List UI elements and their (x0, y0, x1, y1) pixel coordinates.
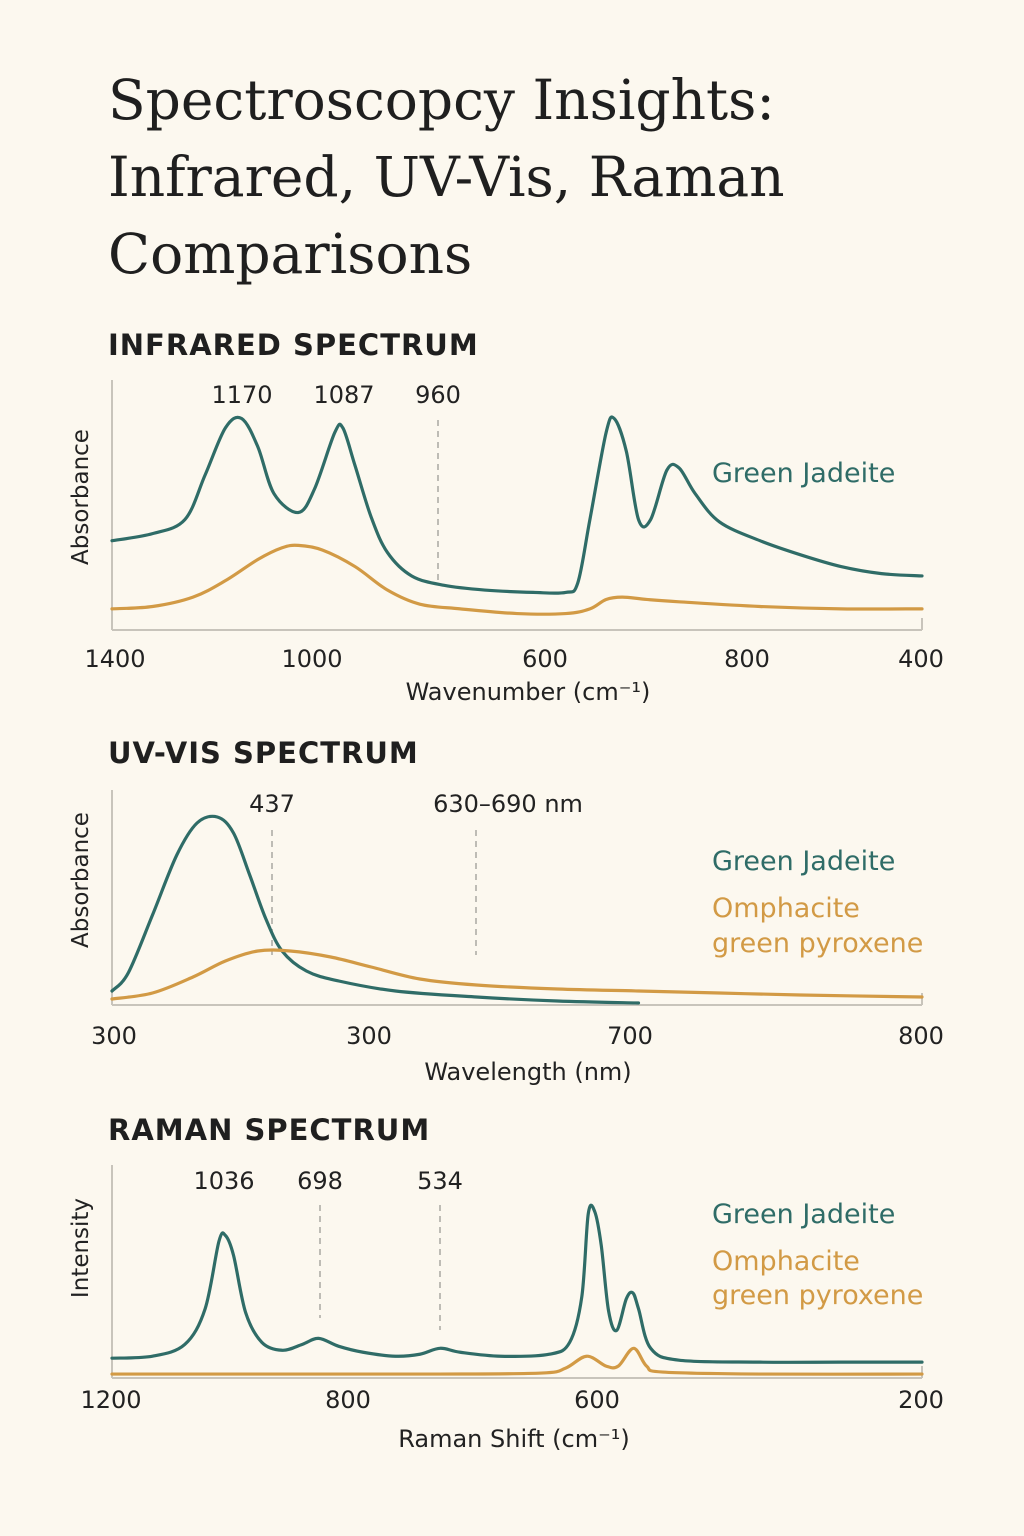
raman-x-tick-label: 600 (574, 1386, 620, 1414)
raman-x-axis-label: Raman Shift (cm⁻¹) (398, 1425, 630, 1453)
infrared-x-tick-label: 400 (898, 645, 944, 673)
infrared-x-axis-label: Wavenumber (cm⁻¹) (406, 678, 651, 706)
raman-peak-label: 698 (297, 1167, 343, 1195)
raman-peak-label: 1036 (193, 1167, 254, 1195)
raman-x-tick-label: 200 (898, 1386, 944, 1414)
uvvis-chart: UV-VIS SPECTRUM Absorbance Wavelength (n… (68, 736, 944, 1086)
infrared-chart: INFRARED SPECTRUM Absorbance Wavenumber … (68, 328, 944, 706)
infrared-peak-label: 1087 (313, 381, 374, 409)
uvvis-x-tick-label: 800 (898, 1022, 944, 1050)
uvvis-legend-jadeite: Green Jadeite (712, 846, 895, 877)
uvvis-x-axis-label: Wavelength (nm) (424, 1058, 631, 1086)
title-line-3: Comparisons (108, 222, 473, 286)
uvvis-y-axis-label: Absorbance (68, 812, 94, 948)
raman-legend-omphacite: Omphacite (712, 1246, 860, 1277)
title-line-2: Infrared, UV-Vis, Raman (108, 145, 785, 209)
raman-y-axis-label: Intensity (68, 1198, 94, 1298)
raman-legend-jadeite: Green Jadeite (712, 1199, 895, 1230)
infrared-x-tick-label: 800 (724, 645, 770, 673)
uvvis-peak-label: 437 (249, 790, 295, 818)
uvvis-x-tick-label: 700 (607, 1022, 653, 1050)
infrared-x-tick-label: 600 (522, 645, 568, 673)
uvvis-jadeite-line (110, 814, 641, 1005)
raman-jadeite-line (110, 1203, 924, 1364)
infrared-y-axis-label: Absorbance (68, 429, 94, 565)
raman-chart: RAMAN SPECTRUM Intensity Raman Shift (cm… (68, 1113, 944, 1453)
infrared-omphacite-line (110, 543, 924, 616)
page-title: Spectroscopcy Insights: Infrared, UV-Vis… (108, 62, 968, 293)
uvvis-chart-title: UV-VIS SPECTRUM (108, 736, 419, 770)
uvvis-legend-omphacite: Omphacite (712, 893, 860, 924)
infrared-chart-title: INFRARED SPECTRUM (108, 328, 479, 362)
title-line-1: Spectroscopcy Insights: (108, 68, 775, 132)
uvvis-x-tick-label: 300 (91, 1022, 137, 1050)
infrared-x-tick-label: 1000 (281, 645, 342, 673)
raman-omphacite-line (110, 1346, 924, 1376)
raman-legend-green-pyroxene: green pyroxene (712, 1280, 923, 1311)
uvvis-omphacite-line (110, 948, 924, 1001)
infrared-peak-label: 960 (415, 381, 461, 409)
infrared-jadeite-line (110, 415, 924, 595)
raman-x-tick-label: 800 (325, 1386, 371, 1414)
raman-peak-label: 534 (417, 1167, 463, 1195)
uvvis-legend-green-pyroxene: green pyroxene (712, 928, 923, 959)
infrared-legend-jadeite: Green Jadeite (712, 458, 895, 489)
raman-x-tick-label: 1200 (80, 1386, 141, 1414)
infrared-x-tick-label: 1400 (84, 645, 145, 673)
uvvis-x-tick-label: 300 (346, 1022, 392, 1050)
infrared-peak-label: 1170 (211, 381, 272, 409)
raman-chart-title: RAMAN SPECTRUM (108, 1113, 430, 1147)
uvvis-peak-label: 630–690 nm (433, 790, 583, 818)
